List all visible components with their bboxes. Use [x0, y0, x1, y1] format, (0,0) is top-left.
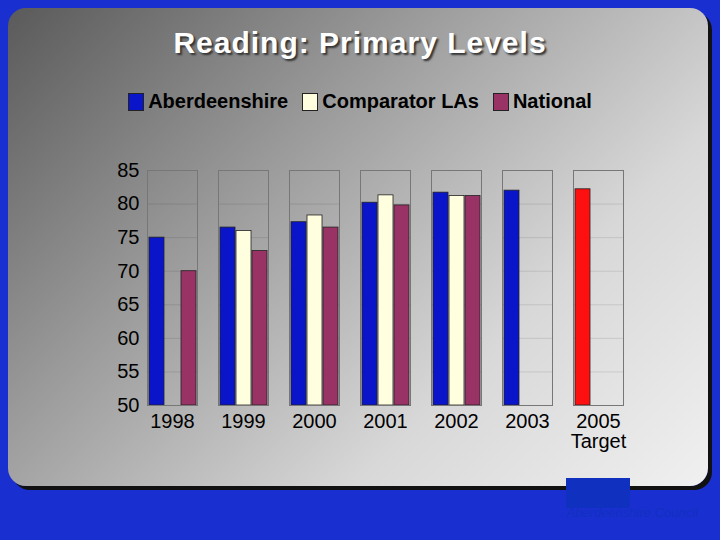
html-text:Reading: Primary Levels: Reading: Primary Levels	[173, 26, 547, 59]
svg-text:2002: 2002	[434, 410, 479, 432]
svg-text:60: 60	[117, 327, 139, 349]
svg-text:1999: 1999	[221, 410, 266, 432]
html-text:Comparator LAs: Comparator LAs	[322, 90, 479, 112]
svg-text:65: 65	[117, 293, 139, 315]
svg-text:1998: 1998	[150, 410, 195, 432]
svg-text:80: 80	[117, 192, 139, 214]
svg-text:70: 70	[117, 260, 139, 282]
svg-text:75: 75	[117, 226, 139, 248]
html-text:Aberdeenshire Council: Aberdeenshire Council	[566, 505, 698, 520]
svg-text:55: 55	[117, 360, 139, 382]
svg-text:2001: 2001	[363, 410, 408, 432]
svg-text:2003: 2003	[505, 410, 550, 432]
svg-text:2005Target: 2005Target	[571, 410, 627, 452]
html-text:National: National	[512, 90, 592, 112]
svg-text:2000: 2000	[292, 410, 337, 432]
svg-text:50: 50	[117, 394, 139, 416]
svg-text:85: 85	[117, 159, 139, 181]
html-text:Aberdeenshire: Aberdeenshire	[148, 90, 289, 112]
